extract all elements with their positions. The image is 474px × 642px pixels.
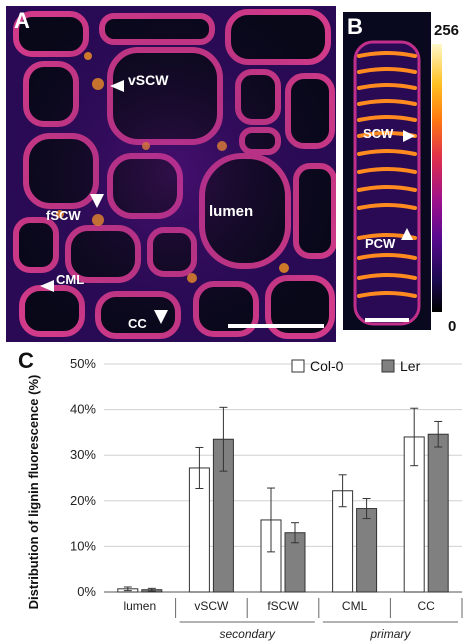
legend-swatch [291, 359, 305, 373]
x-category-label: CML [342, 599, 368, 613]
intensity-colorbar [432, 44, 442, 312]
group-label: secondary [220, 627, 276, 641]
micrograph-panel-a: A vSCW lumen fSCW CML CC [6, 6, 336, 342]
x-category-label: fSCW [267, 599, 299, 613]
bar-ler-cml [356, 508, 378, 593]
y-tick-label: 40% [70, 402, 96, 417]
label-cml: CML [56, 272, 85, 287]
scale-bar-b [365, 318, 409, 322]
panel-letter-c: C [18, 348, 34, 373]
y-axis-label: Distribution of lignin fluorescence (%) [26, 375, 41, 610]
label-fscw: fSCW [46, 208, 81, 223]
y-tick-label: 20% [70, 493, 96, 508]
arrow-fscw-icon [90, 194, 104, 208]
arrow-cc-icon [154, 310, 168, 324]
y-tick-label: 10% [70, 538, 96, 553]
panel-letter-a: A [14, 8, 30, 33]
label-scw: SCW [363, 126, 394, 141]
arrow-cml-icon [40, 280, 54, 292]
arrow-pcw-icon [401, 228, 413, 240]
y-tick-label: 0% [77, 584, 96, 599]
panel-letter-b: B [347, 14, 363, 39]
group-label: primary [369, 627, 411, 641]
micrograph-b-image [343, 12, 431, 330]
bar-ler-cc [427, 433, 449, 593]
chart-legend: Col-0 Ler [291, 358, 421, 374]
label-pcw: PCW [365, 236, 396, 251]
legend-label: Ler [400, 358, 421, 374]
colorbar-min-label: 0 [448, 318, 457, 335]
micrograph-a-image [6, 6, 336, 342]
label-vscw: vSCW [128, 72, 169, 88]
label-lumen: lumen [209, 203, 254, 220]
scale-bar-a [228, 324, 324, 328]
x-category-label: vSCW [194, 599, 229, 613]
y-tick-label: 50% [70, 356, 96, 371]
x-category-label: CC [418, 599, 436, 613]
arrow-vscw-icon [110, 80, 124, 92]
legend-label: Col-0 [310, 358, 344, 374]
colorbar-max-label: 256 [434, 22, 460, 39]
lignin-distribution-chart: C Distribution of lignin fluorescence (%… [18, 348, 463, 641]
legend-swatch [381, 359, 395, 373]
y-tick-label: 30% [70, 447, 96, 462]
arrow-scw-icon [403, 130, 415, 142]
x-category-label: lumen [123, 599, 156, 613]
label-cc: CC [128, 316, 147, 331]
micrograph-panel-b: B SCW PCW [343, 12, 431, 330]
